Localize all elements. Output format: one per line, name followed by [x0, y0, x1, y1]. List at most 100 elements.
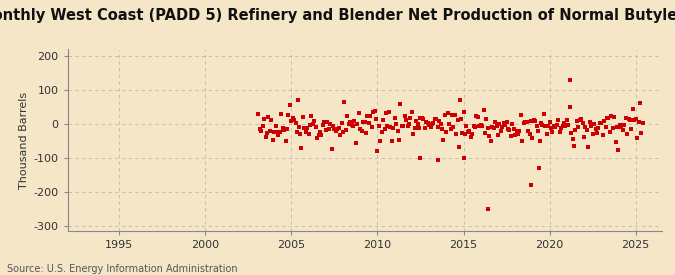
Point	[360, 131, 371, 136]
Point	[402, 124, 413, 129]
Point	[304, 123, 315, 127]
Point	[465, 135, 476, 139]
Point	[418, 117, 429, 122]
Point	[416, 116, 427, 120]
Point	[494, 122, 505, 126]
Point	[447, 113, 458, 118]
Point	[595, 121, 605, 125]
Point	[432, 158, 443, 162]
Point	[292, 130, 302, 135]
Point	[408, 132, 418, 137]
Point	[452, 118, 463, 122]
Y-axis label: Thousand Barrels: Thousand Barrels	[19, 92, 29, 189]
Point	[414, 126, 425, 130]
Point	[254, 127, 265, 131]
Point	[537, 123, 548, 127]
Point	[375, 138, 385, 143]
Point	[321, 127, 331, 132]
Point	[516, 112, 526, 117]
Point	[313, 133, 324, 137]
Point	[608, 126, 618, 130]
Point	[477, 123, 487, 128]
Point	[531, 123, 542, 128]
Point	[450, 113, 460, 118]
Point	[549, 124, 560, 128]
Point	[293, 125, 304, 129]
Point	[565, 78, 576, 82]
Point	[518, 121, 529, 125]
Point	[534, 166, 545, 170]
Text: Monthly West Coast (PADD 5) Refinery and Blender Net Production of Normal Butyle: Monthly West Coast (PADD 5) Refinery and…	[0, 8, 675, 23]
Point	[286, 119, 297, 123]
Point	[392, 129, 403, 133]
Point	[401, 118, 412, 122]
Point	[269, 130, 279, 134]
Point	[265, 129, 275, 134]
Point	[373, 124, 384, 129]
Point	[371, 117, 381, 121]
Point	[589, 122, 599, 126]
Point	[522, 129, 533, 133]
Point	[572, 119, 583, 123]
Point	[504, 128, 515, 132]
Point	[507, 121, 518, 126]
Point	[551, 123, 562, 127]
Point	[344, 122, 354, 127]
Point	[581, 128, 592, 132]
Point	[340, 128, 351, 132]
Point	[637, 121, 648, 126]
Point	[273, 133, 284, 137]
Point	[358, 120, 369, 124]
Point	[325, 122, 335, 127]
Point	[544, 120, 555, 124]
Point	[271, 130, 282, 134]
Point	[545, 126, 556, 130]
Point	[307, 121, 318, 126]
Point	[378, 117, 389, 122]
Point	[527, 136, 538, 140]
Point	[345, 119, 356, 124]
Point	[585, 119, 595, 124]
Point	[332, 127, 343, 132]
Point	[557, 123, 568, 128]
Point	[290, 121, 301, 125]
Point	[556, 126, 566, 130]
Point	[395, 101, 406, 106]
Point	[599, 119, 610, 124]
Point	[632, 136, 643, 141]
Point	[576, 117, 587, 121]
Point	[275, 130, 286, 134]
Point	[283, 113, 294, 117]
Point	[394, 138, 404, 142]
Point	[428, 121, 439, 126]
Point	[442, 110, 453, 115]
Point	[388, 125, 399, 130]
Point	[521, 120, 532, 125]
Text: Source: U.S. Energy Information Administration: Source: U.S. Energy Information Administ…	[7, 264, 238, 274]
Point	[435, 121, 446, 126]
Point	[322, 120, 333, 125]
Point	[303, 132, 314, 136]
Point	[574, 117, 585, 122]
Point	[564, 104, 575, 109]
Point	[439, 112, 450, 117]
Point	[577, 121, 588, 125]
Point	[458, 109, 469, 114]
Point	[633, 120, 644, 125]
Point	[284, 102, 295, 107]
Point	[472, 115, 483, 119]
Point	[568, 144, 579, 148]
Point	[495, 129, 506, 133]
Point	[350, 141, 361, 145]
Point	[356, 129, 367, 133]
Point	[630, 117, 641, 122]
Point	[573, 125, 584, 129]
Point	[596, 121, 607, 126]
Point	[510, 133, 520, 137]
Point	[567, 137, 578, 141]
Point	[627, 107, 638, 111]
Point	[514, 129, 525, 133]
Point	[547, 130, 558, 134]
Point	[541, 132, 552, 136]
Point	[619, 122, 630, 127]
